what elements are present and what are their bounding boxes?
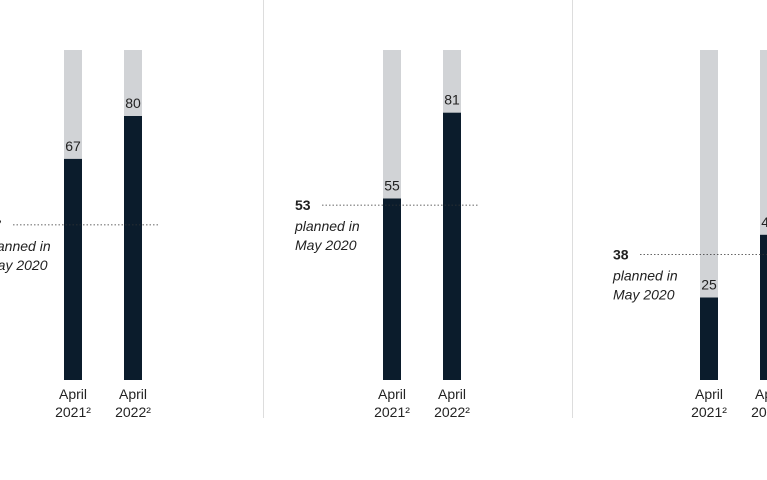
value-label: 67 (65, 138, 81, 154)
reference-value: 47 (0, 217, 2, 233)
x-tick-label: April (695, 386, 723, 402)
bar (700, 297, 718, 380)
bar (760, 234, 767, 380)
reference-label: planned in (294, 218, 360, 234)
value-label: 80 (125, 95, 141, 111)
bar (124, 116, 142, 380)
x-tick-label: April (378, 386, 406, 402)
x-tick-label: 2021² (691, 404, 727, 420)
reference-label: planned in (612, 268, 678, 284)
x-tick-label: April (755, 386, 767, 402)
bar (383, 198, 401, 380)
x-tick-label: 2022² (434, 404, 470, 420)
x-tick-label: 2021² (55, 404, 91, 420)
x-tick-label: 2022² (115, 404, 151, 420)
x-tick-label: 2022² (751, 404, 767, 420)
reference-label: May 2020 (613, 287, 675, 303)
value-label: 44 (761, 214, 767, 230)
x-tick-label: April (438, 386, 466, 402)
value-label: 81 (444, 92, 460, 108)
bar (443, 112, 461, 380)
bar-background (760, 50, 767, 380)
reference-label: May 2020 (295, 237, 357, 253)
x-tick-label: 2021² (374, 404, 410, 420)
reference-value: 38 (613, 247, 629, 263)
reference-label: May 2020 (0, 257, 48, 273)
bar (64, 158, 82, 380)
value-label: 25 (701, 277, 717, 293)
reference-label: planned in (0, 238, 51, 254)
x-tick-label: April (59, 386, 87, 402)
reference-value: 53 (295, 197, 311, 213)
x-tick-label: April (119, 386, 147, 402)
value-label: 55 (384, 178, 400, 194)
